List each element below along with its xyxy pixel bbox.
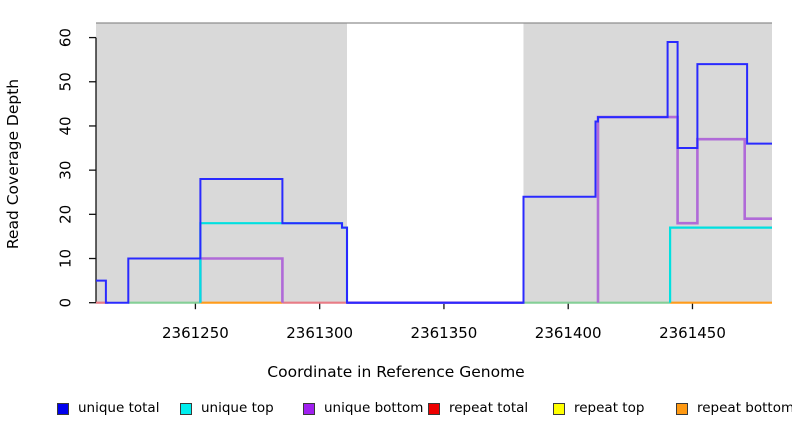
unique-total-swatch-icon xyxy=(57,402,69,415)
legend-item-repeat-top: repeat top xyxy=(553,401,644,416)
x-axis-title: Coordinate in Reference Genome xyxy=(267,363,525,381)
x-tick-label: 2361350 xyxy=(411,324,478,342)
y-tick-label: 20 xyxy=(57,205,75,224)
repeat-bottom-swatch-icon xyxy=(676,402,688,415)
x-tick-label: 2361450 xyxy=(659,324,726,342)
y-axis-title: Read Coverage Depth xyxy=(4,78,22,250)
legend-label: unique total xyxy=(78,400,160,416)
y-tick-label: 10 xyxy=(57,249,75,268)
legend-item-repeat-bottom: repeat bottom xyxy=(676,401,792,416)
y-tick-label: 30 xyxy=(57,161,75,180)
unique-top-line xyxy=(669,226,772,303)
repeat-total-swatch-icon xyxy=(428,402,440,415)
legend-item-unique-total: unique total xyxy=(57,401,159,416)
x-tick-label: 2361400 xyxy=(535,324,602,342)
shaded-region-right xyxy=(523,23,772,303)
y-tick-label: 60 xyxy=(57,28,75,47)
repeat-top-swatch-icon xyxy=(553,402,565,415)
unique-bottom-swatch-icon xyxy=(303,402,315,415)
legend-label: unique top xyxy=(201,400,274,416)
legend-label: repeat total xyxy=(449,400,529,416)
legend-item-unique-bottom: unique bottom xyxy=(303,401,423,416)
legend-label: repeat bottom xyxy=(697,400,792,416)
y-tick-label: 0 xyxy=(57,298,75,308)
y-tick-label: 50 xyxy=(57,72,75,91)
unique-top-swatch-icon xyxy=(180,402,192,415)
x-tick-label: 2361250 xyxy=(162,324,229,342)
legend-item-repeat-total: repeat total xyxy=(428,401,528,416)
unique-total-line xyxy=(96,41,772,304)
legend-label: repeat top xyxy=(574,400,645,416)
legend-label: unique bottom xyxy=(324,400,424,416)
x-tick-label: 2361300 xyxy=(286,324,353,342)
legend-item-unique-top: unique top xyxy=(180,401,274,416)
y-tick-label: 40 xyxy=(57,116,75,135)
shaded-region-left xyxy=(96,23,348,303)
coverage-gap-region xyxy=(347,23,524,303)
legend: unique total unique top unique bottom repea… xyxy=(0,401,792,419)
